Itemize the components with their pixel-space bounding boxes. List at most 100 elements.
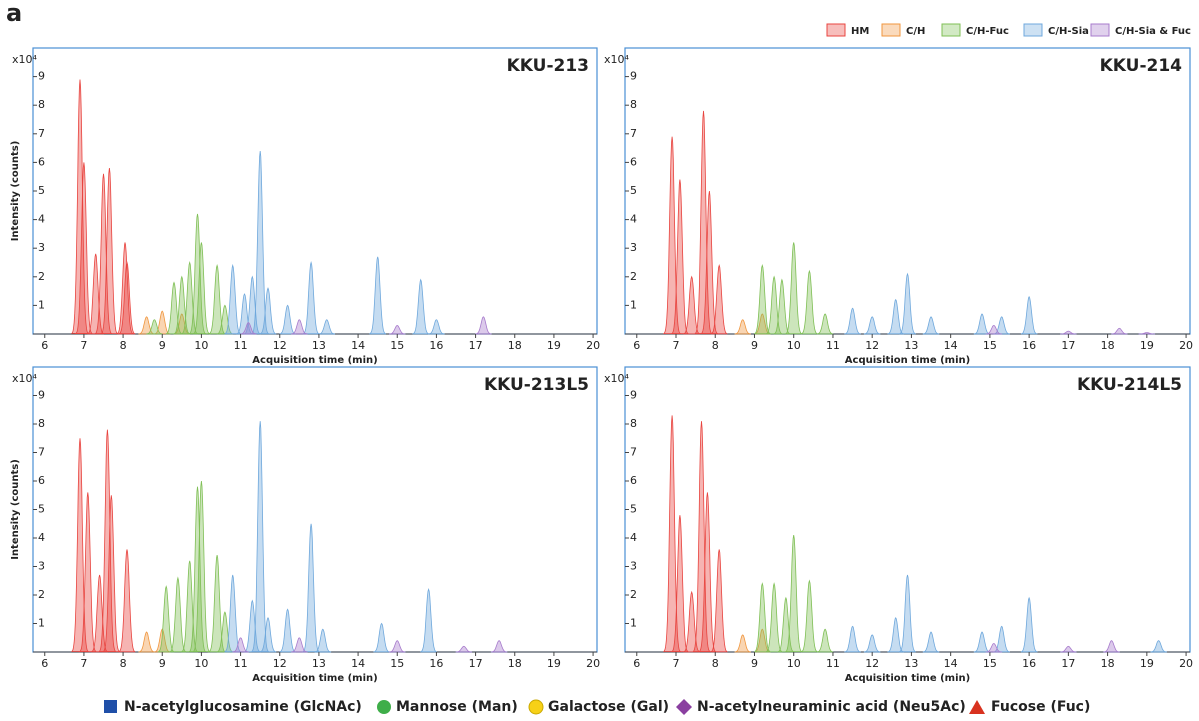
peak [1138,332,1156,335]
x-tick-label: 7 [80,657,87,670]
legend-swatch [941,23,961,37]
x-tick-label: 8 [712,339,719,352]
peak [181,560,199,653]
peak [74,162,94,334]
peak [670,515,690,653]
peak [169,576,187,653]
y-tick-label: 4 [630,531,637,544]
chart-title: KKU-213 [507,56,589,76]
peak [207,555,226,653]
peak [922,631,940,653]
y-tick-label: 7 [38,127,45,140]
peak [863,634,881,653]
y-multiplier: x10⁴ [12,53,38,66]
y-axis-label: Intensity (counts) [10,141,21,242]
peak [734,634,751,653]
y-tick-label: 8 [38,417,45,430]
peak [224,574,242,653]
x-tick-label: 18 [508,339,522,352]
peak [1150,640,1167,653]
x-tick-label: 17 [1061,657,1075,670]
y-tick-label: 9 [38,389,45,402]
peak [291,319,308,335]
peak [91,574,108,653]
y-tick-label: 6 [38,474,45,487]
y-tick-label: 6 [630,155,637,168]
y-tick-label: 7 [630,446,637,459]
peak [173,313,191,335]
peak [816,628,834,653]
x-tick-label: 18 [1101,657,1115,670]
x-tick-label: 7 [673,339,680,352]
peak [887,616,905,653]
y-tick-label: 5 [38,503,45,516]
x-tick-label: 10 [787,657,801,670]
y-tick-label: 4 [38,531,45,544]
y-tick-label: 1 [630,298,637,311]
x-tick-label: 14 [944,657,958,670]
x-tick-label: 12 [865,339,879,352]
x-tick-label: 13 [312,657,326,670]
y-multiplier: x10⁴ [604,372,630,385]
x-tick-label: 20 [1179,339,1193,352]
x-tick-label: 12 [273,339,287,352]
x-tick-label: 14 [944,339,958,352]
legend-swatch [1023,23,1043,37]
x-tick-label: 19 [1140,339,1154,352]
peak [754,313,771,335]
plot-frame [32,47,598,335]
x-tick-label: 18 [1101,339,1115,352]
y-tick-label: 3 [630,241,637,254]
y-tick-label: 5 [630,184,637,197]
peak [887,298,905,335]
x-tick-label: 16 [429,657,443,670]
y-tick-label: 9 [38,70,45,83]
peak [251,421,270,652]
man-symbol [377,700,391,714]
x-tick-label: 13 [312,339,326,352]
glycan-legend-label: N-acetylglucosamine (GlcNAc) [124,699,362,715]
peak [388,640,406,653]
y-tick-label: 9 [630,70,637,83]
y-tick-label: 9 [630,389,637,402]
x-axis-label: Acquisition time (min) [252,673,377,684]
glycan-legend-label: Galactose (Gal) [548,699,669,715]
peak [993,316,1010,335]
chart-title: KKU-214 [1100,56,1183,76]
x-tick-label: 9 [159,339,166,352]
peak [692,421,711,652]
y-tick-label: 8 [630,417,637,430]
peak [1111,327,1128,335]
peak [138,631,155,653]
legend-swatch [881,23,901,37]
peak [232,637,249,653]
y-tick-label: 8 [38,98,45,111]
x-tick-label: 16 [1022,339,1036,352]
peak [98,429,117,652]
y-axis-label: Intensity (counts) [10,459,21,560]
peak [146,319,163,335]
peak [118,260,136,335]
x-tick-label: 14 [351,339,365,352]
y-tick-label: 2 [38,588,45,601]
y-multiplier: x10⁴ [604,53,630,66]
peak [250,150,270,334]
x-tick-label: 19 [547,657,561,670]
x-tick-label: 12 [865,657,879,670]
peak [973,313,991,335]
y-tick-label: 4 [38,213,45,226]
x-tick-label: 10 [787,339,801,352]
x-tick-label: 15 [390,657,404,670]
peak [369,256,387,335]
peak [259,616,277,653]
peak [985,324,1003,335]
peak [78,492,98,653]
x-tick-label: 13 [904,339,918,352]
peak [243,599,261,653]
peak [777,596,795,653]
x-tick-label: 11 [234,339,248,352]
peak [753,582,771,653]
peak [899,574,916,653]
x-tick-label: 6 [633,657,640,670]
